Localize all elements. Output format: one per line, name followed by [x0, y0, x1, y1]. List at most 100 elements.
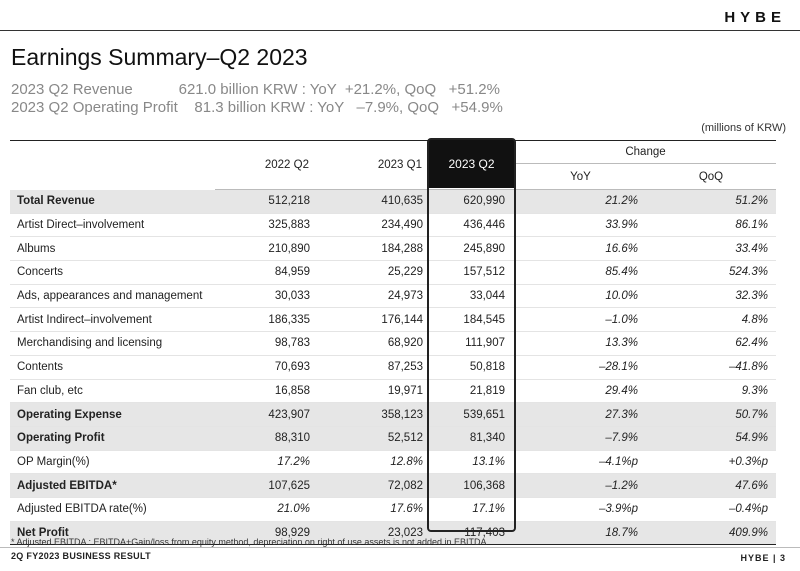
earnings-table: 2022 Q2 2023 Q1 Change YoY QoQ Total Rev… — [10, 140, 776, 546]
change-yoy: 18.7% — [515, 521, 646, 546]
value-2023q1: 358,123 — [315, 402, 428, 427]
row-label: Operating Profit — [10, 426, 215, 451]
value-2022q2: 30,033 — [215, 284, 315, 309]
header-qoq: QoQ — [646, 163, 776, 190]
header-yoy: YoY — [515, 163, 646, 190]
change-qoq: 54.9% — [646, 426, 776, 451]
footnote: * Adjusted EBITDA : EBITDA+Gain/loss fro… — [11, 537, 487, 547]
table-row: Albums 210,890 184,288 245,890 16.6% 33.4% — [10, 236, 776, 262]
value-2023q1: 410,635 — [315, 189, 428, 214]
value-2023q1: 23,023 — [315, 521, 428, 546]
footer-page-number: HYBE | 3 — [740, 553, 786, 563]
value-2022q2: 210,890 — [215, 236, 315, 262]
change-qoq: 51.2% — [646, 189, 776, 214]
change-yoy: –4.1%p — [515, 450, 646, 475]
change-qoq: 33.4% — [646, 236, 776, 262]
value-2022q2: 186,335 — [215, 307, 315, 333]
table-row: Operating Expense 423,907 358,123 539,651 27… — [10, 402, 776, 427]
value-2023q1: 25,229 — [315, 260, 428, 285]
value-2023q2: 539,651 — [428, 402, 515, 427]
change-qoq: –0.4%p — [646, 497, 776, 522]
change-qoq: 524.3% — [646, 260, 776, 285]
value-2022q2: 98,783 — [215, 331, 315, 356]
value-2023q2: 184,545 — [428, 307, 515, 333]
value-2023q2: 620,990 — [428, 189, 515, 214]
row-label: OP Margin(%) — [10, 450, 215, 475]
hybe-logo: HYBE — [724, 9, 786, 26]
row-label: Merchandising and licensing — [10, 331, 215, 356]
value-2023q2: 117,403 — [428, 521, 515, 546]
row-label: Adjusted EBITDA rate(%) — [10, 497, 215, 522]
change-qoq: –41.8% — [646, 355, 776, 380]
change-yoy: 16.6% — [515, 236, 646, 262]
value-2023q1: 176,144 — [315, 307, 428, 333]
header-2023q1: 2023 Q1 — [315, 140, 428, 190]
row-label: Total Revenue — [10, 189, 215, 214]
change-qoq: 4.8% — [646, 307, 776, 333]
change-yoy: 33.9% — [515, 213, 646, 238]
value-2022q2: 84,959 — [215, 260, 315, 285]
row-label: Fan club, etc — [10, 379, 215, 404]
table-row: OP Margin(%) 17.2% 12.8% 13.1% –4.1%p +0.3%p — [10, 450, 776, 475]
table-row: Adjusted EBITDA* 107,625 72,082 106,368 –1.2… — [10, 473, 776, 498]
value-2023q2: 21,819 — [428, 379, 515, 404]
row-label: Ads, appearances and management — [10, 284, 215, 309]
value-2023q1: 184,288 — [315, 236, 428, 262]
change-yoy: 21.2% — [515, 189, 646, 214]
change-yoy: 27.3% — [515, 402, 646, 427]
value-2023q1: 12.8% — [315, 450, 428, 475]
table-row: Ads, appearances and management 30,033 24,… — [10, 284, 776, 309]
change-yoy: 10.0% — [515, 284, 646, 309]
table-row: Merchandising and licensing 98,783 68,920 1… — [10, 331, 776, 356]
value-2022q2: 17.2% — [215, 450, 315, 475]
value-2022q2: 98,929 — [215, 521, 315, 546]
value-2023q2: 111,907 — [428, 331, 515, 356]
header-change: Change — [515, 140, 776, 164]
row-label: Concerts — [10, 260, 215, 285]
header-blank — [10, 140, 215, 190]
change-yoy: –7.9% — [515, 426, 646, 451]
value-2022q2: 70,693 — [215, 355, 315, 380]
change-yoy: 85.4% — [515, 260, 646, 285]
header-2022q2: 2022 Q2 — [215, 140, 315, 190]
value-2022q2: 21.0% — [215, 497, 315, 522]
value-2023q2: 81,340 — [428, 426, 515, 451]
change-yoy: –28.1% — [515, 355, 646, 380]
value-2022q2: 423,907 — [215, 402, 315, 427]
bottom-divider — [0, 547, 800, 548]
value-2023q1: 17.6% — [315, 497, 428, 522]
change-yoy: 29.4% — [515, 379, 646, 404]
change-yoy: –3.9%p — [515, 497, 646, 522]
row-label: Contents — [10, 355, 215, 380]
table-row: Total Revenue 512,218 410,635 620,990 21.2% 5… — [10, 189, 776, 214]
unit-label: (millions of KRW) — [701, 122, 786, 134]
header-2023q2: 2023 Q2 — [428, 139, 515, 188]
operating-profit-summary-line: 2023 Q2 Operating Profit 81.3 billion KR… — [11, 99, 503, 116]
change-qoq: 50.7% — [646, 402, 776, 427]
value-2023q2: 50,818 — [428, 355, 515, 380]
value-2023q2: 106,368 — [428, 473, 515, 498]
row-label: Albums — [10, 236, 215, 262]
value-2023q2: 17.1% — [428, 497, 515, 522]
table-row: Operating Profit 88,310 52,512 81,340 –7.9% 5… — [10, 426, 776, 451]
row-label: Artist Direct–involvement — [10, 213, 215, 238]
value-2023q1: 234,490 — [315, 213, 428, 238]
value-2023q1: 52,512 — [315, 426, 428, 451]
value-2023q1: 19,971 — [315, 379, 428, 404]
value-2023q2: 245,890 — [428, 236, 515, 262]
value-2023q2: 157,512 — [428, 260, 515, 285]
change-qoq: 47.6% — [646, 473, 776, 498]
change-qoq: 86.1% — [646, 213, 776, 238]
row-label: Adjusted EBITDA* — [10, 473, 215, 498]
table-row: Contents 70,693 87,253 50,818 –28.1% –41.8% — [10, 355, 776, 380]
table-row: Net Profit 98,929 23,023 117,403 18.7% 409.9% — [10, 521, 776, 546]
table-row: Adjusted EBITDA rate(%) 21.0% 17.6% 17.1% –3… — [10, 497, 776, 522]
value-2022q2: 16,858 — [215, 379, 315, 404]
value-2022q2: 107,625 — [215, 473, 315, 498]
change-yoy: 13.3% — [515, 331, 646, 356]
change-qoq: 62.4% — [646, 331, 776, 356]
value-2023q2: 13.1% — [428, 450, 515, 475]
top-divider — [0, 30, 800, 31]
value-2023q1: 24,973 — [315, 284, 428, 309]
change-qoq: 409.9% — [646, 521, 776, 546]
